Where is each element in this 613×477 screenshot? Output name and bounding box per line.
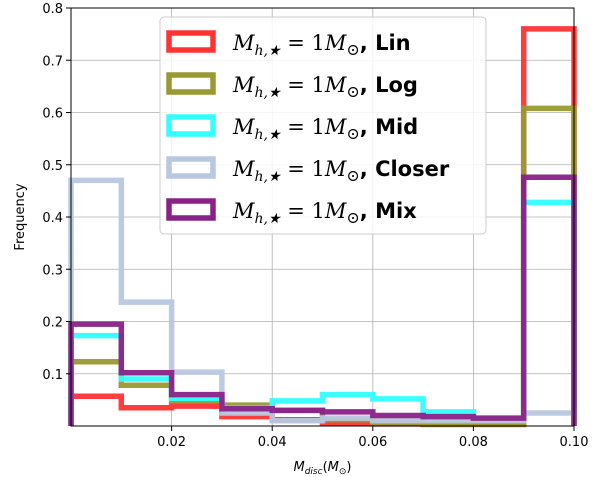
x-tick-label: 0.08	[459, 435, 488, 450]
legend-entry-label: Mh,★ = 1M⊙, Mix	[232, 199, 417, 227]
histogram-step-line	[68, 174, 577, 426]
series-layer	[68, 26, 577, 428]
x-tick-label: 0.02	[157, 435, 186, 450]
x-axis-label: Mdisc(M⊙)	[294, 460, 352, 477]
legend-swatch	[166, 114, 216, 137]
y-tick-label: 0.2	[42, 316, 63, 331]
legend-box	[159, 16, 487, 235]
y-tick-label: 0.1	[42, 368, 63, 383]
legend-swatch	[166, 72, 216, 95]
x-tick-label: 0.10	[560, 435, 589, 450]
y-tick-label: 0.7	[42, 54, 63, 69]
y-tick-label: 0.4	[42, 211, 63, 226]
y-axis-label: Frequency	[13, 183, 28, 250]
x-axis-ticks: 0.02 0.04 0.06 0.08 0.10	[157, 426, 588, 450]
x-tick-label: 0.04	[258, 435, 287, 450]
series-2	[68, 199, 577, 426]
legend-entry-label: Mh,★ = 1M⊙, Log	[232, 73, 418, 101]
y-axis-ticks: 0.1 0.2 0.3 0.4 0.5 0.6 0.7 0.8	[42, 2, 71, 383]
legend-entry-label: Mh,★ = 1M⊙, Lin	[232, 31, 411, 59]
y-tick-label: 0.6	[42, 107, 63, 122]
series-4	[68, 174, 577, 426]
legend-entry-label: Mh,★ = 1M⊙, Mid	[232, 115, 418, 143]
histogram-step-line	[68, 199, 577, 426]
y-tick-label: 0.5	[42, 159, 63, 174]
y-tick-label: 0.8	[42, 2, 63, 17]
y-tick-label: 0.3	[42, 263, 63, 278]
legend-swatch	[166, 156, 216, 179]
x-tick-label: 0.06	[358, 435, 387, 450]
legend-swatch	[166, 198, 216, 221]
legend-entry-label: Mh,★ = 1M⊙, Closer	[232, 157, 450, 185]
legend: Mh,★ = 1M⊙, Lin Mh,★ = 1M⊙, Log Mh,★ = 1M⊙…	[159, 16, 487, 235]
legend-swatch	[166, 30, 216, 53]
